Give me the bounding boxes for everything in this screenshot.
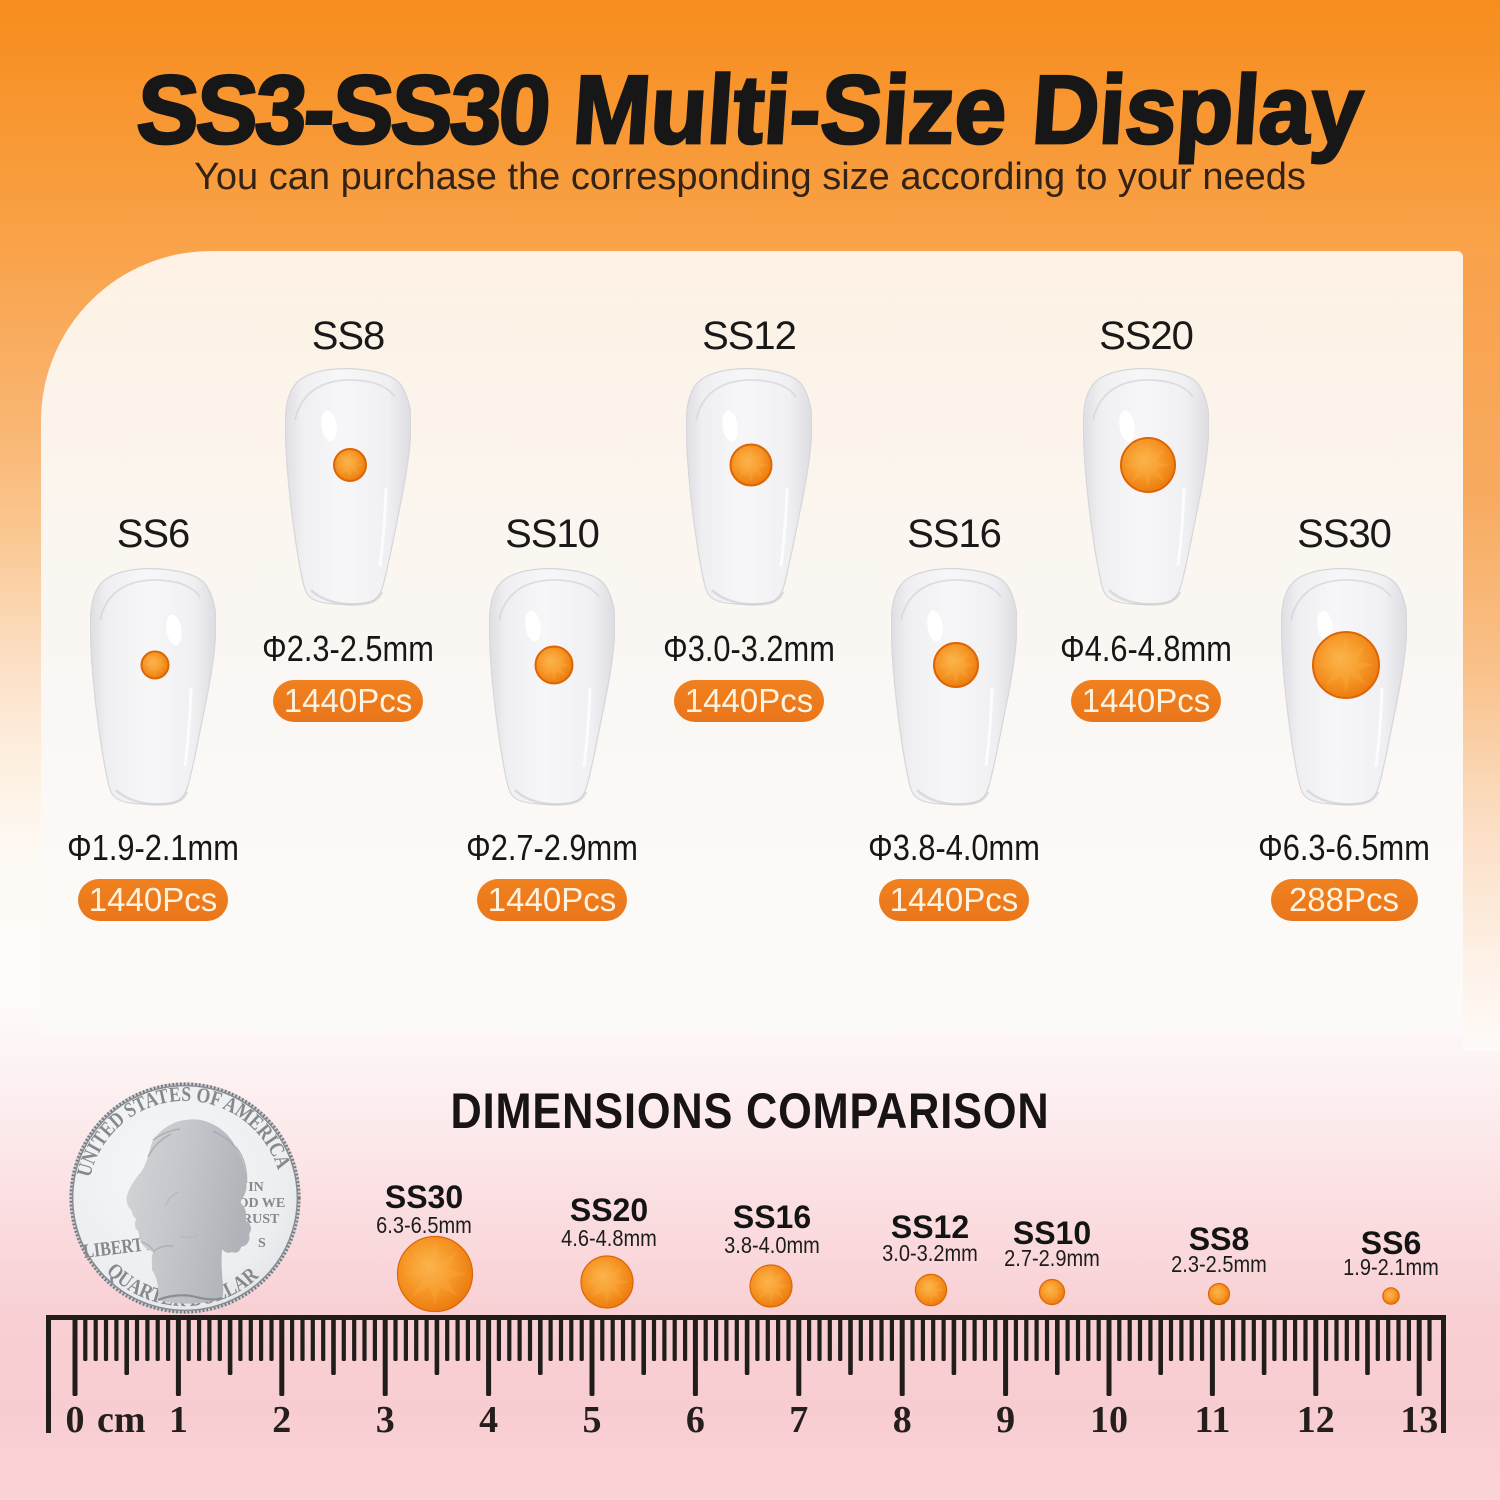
svg-text:6: 6 <box>686 1399 705 1441</box>
svg-text:3: 3 <box>376 1399 395 1441</box>
svg-text:cm: cm <box>97 1399 146 1441</box>
svg-text:1: 1 <box>169 1399 188 1441</box>
svg-text:12: 12 <box>1297 1399 1335 1441</box>
svg-text:4: 4 <box>479 1399 498 1441</box>
svg-text:10: 10 <box>1090 1399 1128 1441</box>
svg-text:13: 13 <box>1400 1399 1438 1441</box>
svg-text:11: 11 <box>1194 1399 1230 1441</box>
svg-text:S: S <box>258 1236 266 1251</box>
svg-text:2: 2 <box>272 1399 291 1441</box>
svg-text:9: 9 <box>996 1399 1015 1441</box>
svg-text:5: 5 <box>583 1399 602 1441</box>
svg-text:IN: IN <box>248 1180 264 1195</box>
svg-text:8: 8 <box>893 1399 912 1441</box>
svg-text:7: 7 <box>789 1399 808 1441</box>
svg-text:0: 0 <box>66 1399 85 1441</box>
